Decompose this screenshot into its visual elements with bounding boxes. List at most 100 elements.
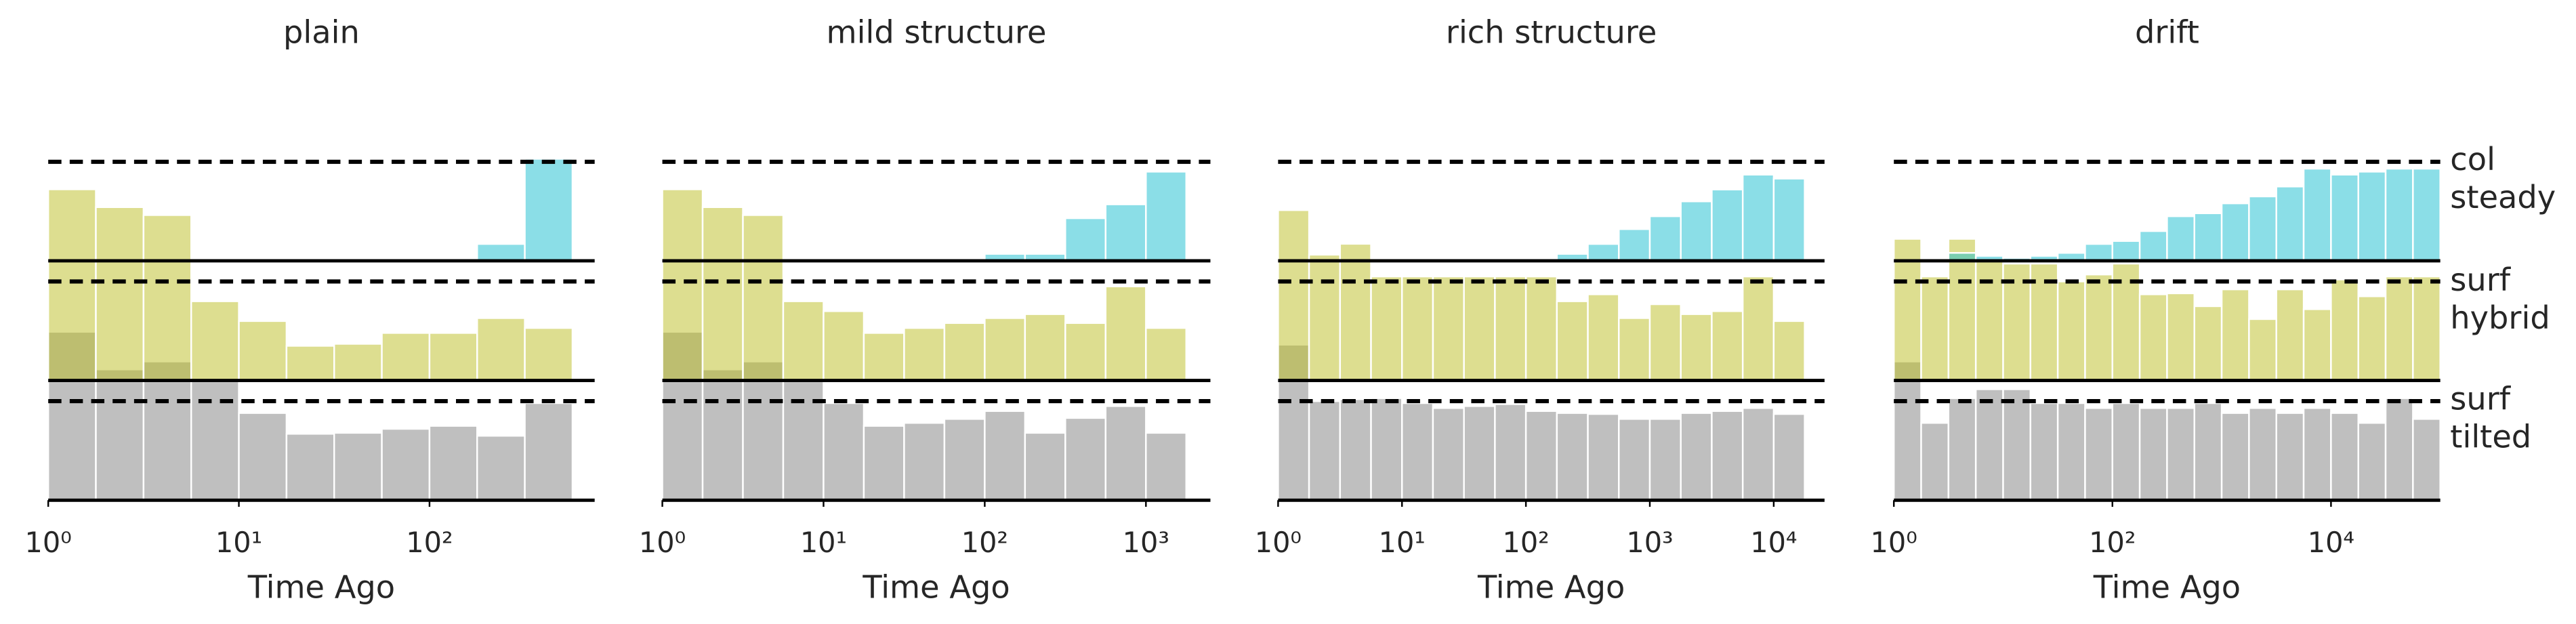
x-tick-label: 10¹ [800, 526, 847, 559]
x-axis-label: Time Ago [247, 568, 395, 605]
histogram-bar [1524, 410, 1558, 501]
histogram-bar [2330, 278, 2359, 381]
x-tick-label: 10⁰ [1255, 526, 1302, 559]
panel-title: mild structure [827, 14, 1047, 51]
histogram-bar [2193, 402, 2223, 501]
histogram-bar [1401, 275, 1434, 381]
histogram-bar [823, 310, 865, 381]
histogram-bar [238, 320, 288, 381]
histogram-bar [381, 332, 431, 381]
x-tick-label: 10² [1502, 526, 1549, 559]
histogram-bar [1680, 412, 1713, 501]
histogram-bar [2330, 173, 2359, 262]
histogram-bar [2002, 388, 2032, 501]
histogram-bar [2138, 230, 2168, 262]
histogram-bar [701, 206, 744, 381]
histogram-bar [2084, 273, 2114, 381]
row-label: surf tilted [2450, 381, 2532, 456]
x-tick-label: 10⁴ [2308, 526, 2354, 559]
x-axis-label: Time Ago [2093, 568, 2241, 605]
x-tick-label: 10¹ [1379, 526, 1426, 559]
histogram-bar [1974, 388, 2004, 501]
row-label-box: col steady [2450, 142, 2556, 217]
histogram-bar [1104, 285, 1147, 381]
histogram-bar [1308, 400, 1342, 501]
histogram-bar [2056, 402, 2086, 501]
histogram-bar [1648, 418, 1682, 501]
x-tick-label: 10⁰ [25, 526, 72, 559]
histogram-bar [476, 435, 526, 501]
histogram-bar [1920, 275, 1950, 381]
x-tick-label: 10² [406, 526, 453, 559]
histogram-bar [2275, 186, 2305, 262]
histogram-bar [2384, 397, 2414, 501]
histogram-bar [1618, 228, 1651, 262]
histogram-bar [2357, 171, 2387, 262]
histogram-bar [984, 317, 1026, 381]
x-tick-label: 10⁰ [639, 526, 686, 559]
histogram-bar [2220, 288, 2250, 381]
row-label-box: surf hybrid [2450, 262, 2550, 336]
histogram-bar [2138, 407, 2168, 501]
histogram-bar [2248, 195, 2277, 262]
histogram-bar [1463, 405, 1496, 501]
histogram-bar [1064, 217, 1107, 262]
histogram-bar [1680, 313, 1713, 381]
histogram-bar [1618, 418, 1651, 501]
histogram-bar [1432, 407, 1465, 501]
histogram-bar [428, 332, 478, 381]
histogram-bar [1920, 422, 1950, 501]
histogram-bar [95, 206, 145, 381]
histogram-bar [2412, 275, 2441, 381]
histogram-bar [823, 402, 865, 501]
histogram-bar [2111, 240, 2141, 262]
histogram-bar [742, 214, 785, 381]
histogram-bar [2056, 280, 2086, 381]
histogram-bar [2302, 308, 2332, 381]
histogram-bar [1104, 203, 1147, 262]
histogram-bar [1741, 173, 1775, 262]
x-axis-label: Time Ago [1477, 568, 1625, 605]
histogram-bar [943, 322, 986, 381]
histogram-bar [2084, 407, 2114, 501]
x-tick-label: 10¹ [215, 526, 262, 559]
panel-title: rich structure [1446, 14, 1657, 51]
histogram-bar [1024, 432, 1066, 501]
histogram-bar [2029, 402, 2059, 501]
row-label: surf hybrid [2450, 262, 2550, 336]
histogram-bar [1556, 300, 1589, 381]
histogram-bar [2193, 305, 2223, 381]
histogram-bar [2220, 202, 2250, 262]
histogram-bar [1024, 313, 1066, 381]
histogram-bar [1648, 215, 1682, 262]
histogram-bar [1145, 327, 1187, 381]
histogram-bar [1401, 402, 1434, 501]
histogram-bar [2302, 167, 2332, 262]
histogram-bar [1741, 275, 1775, 381]
histogram-bar [1370, 275, 1403, 381]
histogram-bar [863, 332, 905, 381]
histogram-bar [47, 188, 97, 381]
histogram-bar [2357, 422, 2387, 501]
histogram-bar [1339, 243, 1372, 381]
histogram-bar [190, 300, 240, 381]
histogram-bar [476, 317, 526, 381]
histogram-bar [2384, 275, 2414, 381]
histogram-bar [1772, 178, 1806, 262]
histogram-bar [1370, 397, 1403, 501]
histogram-bar [2111, 402, 2141, 501]
histogram-bar [2384, 167, 2414, 262]
histogram-bar [285, 433, 335, 501]
histogram-bar [142, 360, 192, 501]
histogram-bar [2166, 407, 2195, 501]
histogram-bar [381, 428, 431, 501]
histogram-bar [1974, 259, 2004, 381]
histogram-bar [476, 243, 526, 262]
histogram-bar [742, 360, 785, 501]
histogram-bar [1772, 320, 1806, 381]
histogram-bar [903, 422, 946, 501]
histogram-bar [863, 425, 905, 501]
histogram-bar [1064, 322, 1107, 381]
histogram-bar [2275, 412, 2305, 501]
histogram-bar [2084, 243, 2114, 262]
